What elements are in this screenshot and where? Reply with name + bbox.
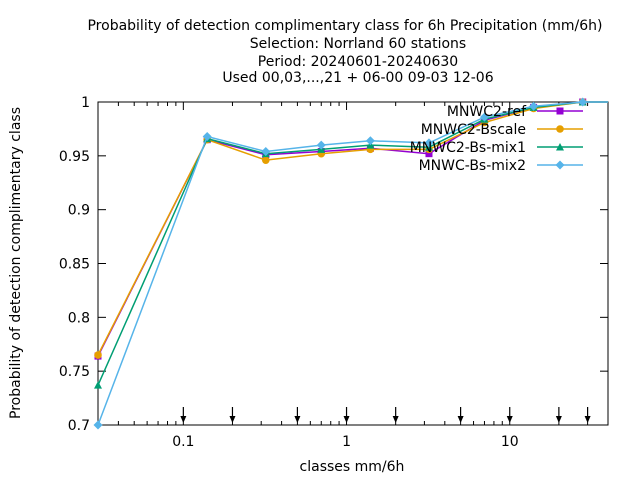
data-point <box>578 97 588 107</box>
y-tick-label: 0.7 <box>68 418 90 434</box>
chart-title: Probability of detection complimentary c… <box>87 18 602 86</box>
threshold-arrow-head <box>180 416 187 423</box>
data-point <box>316 140 326 150</box>
title-line: Used 00,03,...,21 + 06-00 09-03 12-06 <box>222 70 493 86</box>
data-point <box>261 147 271 157</box>
title-line: Selection: Norrland 60 stations <box>250 36 466 52</box>
series-MNWC2-Bscale <box>94 98 608 359</box>
threshold-arrow <box>294 407 301 423</box>
legend-label: MNWC2-Bscale <box>421 122 526 138</box>
threshold-arrow-head <box>229 416 236 423</box>
y-axis: 0.7 0.75 0.8 0.85 0.9 0.95 1 <box>59 95 608 434</box>
series-MNWC-Bs-mix2 <box>93 97 608 430</box>
threshold-arrow-head <box>457 416 464 423</box>
y-tick-label: 1 <box>81 95 90 111</box>
title-line: Probability of detection complimentary c… <box>87 18 602 34</box>
data-point <box>425 150 433 158</box>
data-point <box>479 112 489 122</box>
threshold-arrow <box>555 407 562 423</box>
data-point <box>93 420 103 430</box>
threshold-arrow <box>180 407 187 423</box>
threshold-arrow-head <box>584 416 591 423</box>
x-tick-label: 0.1 <box>172 434 194 450</box>
y-axis-label: Probability of detection complimentary c… <box>8 107 24 419</box>
data-point <box>94 381 102 389</box>
threshold-arrow <box>457 407 464 423</box>
y-tick-label: 0.8 <box>68 310 90 326</box>
x-tick-label: 1 <box>342 434 351 450</box>
threshold-arrow <box>392 407 399 423</box>
threshold-arrow <box>229 407 236 423</box>
data-point <box>365 136 375 146</box>
data-point <box>261 156 270 164</box>
y-tick-label: 0.75 <box>59 364 90 380</box>
x-tick-label: 10 <box>501 434 519 450</box>
y-tick-label: 0.85 <box>59 257 90 273</box>
series-line <box>97 101 608 426</box>
legend-swatch-marker <box>556 143 564 151</box>
legend-label: MNWC-Bs-mix2 <box>419 158 526 174</box>
threshold-arrow <box>506 407 513 423</box>
x-axis: 0.1 1 10 <box>97 102 609 450</box>
x-axis-label: classes mm/6h <box>300 459 405 475</box>
series-line <box>97 101 608 356</box>
legend-swatch-marker <box>555 160 565 170</box>
legend-label: MNWC2-Bs-mix1 <box>410 140 526 156</box>
series-layer <box>93 97 608 430</box>
y-tick-label: 0.95 <box>59 149 90 165</box>
series-line <box>97 101 608 357</box>
data-point <box>94 351 102 359</box>
data-point <box>202 131 212 141</box>
series-MNWC2-Bs-mix1 <box>94 98 608 389</box>
title-line: Period: 20240601-20240630 <box>258 54 458 70</box>
data-point <box>424 138 434 148</box>
series-line <box>97 101 608 386</box>
legend: MNWC2-ref MNWC2-Bscale MNWC2-Bs-mix1 MNWC-B… <box>410 104 583 174</box>
threshold-arrows <box>180 407 591 423</box>
threshold-arrow-head <box>392 416 399 423</box>
threshold-arrow-head <box>506 416 513 423</box>
threshold-arrow-head <box>294 416 301 423</box>
threshold-arrow <box>584 407 591 423</box>
y-tick-label: 0.9 <box>68 203 90 219</box>
threshold-arrow <box>343 407 350 423</box>
data-point <box>529 101 539 111</box>
threshold-arrow-head <box>343 416 350 423</box>
legend-label: MNWC2-ref <box>447 104 527 120</box>
legend-swatch-marker <box>556 125 564 133</box>
legend-swatch-marker <box>556 107 564 115</box>
threshold-arrow-head <box>555 416 562 423</box>
